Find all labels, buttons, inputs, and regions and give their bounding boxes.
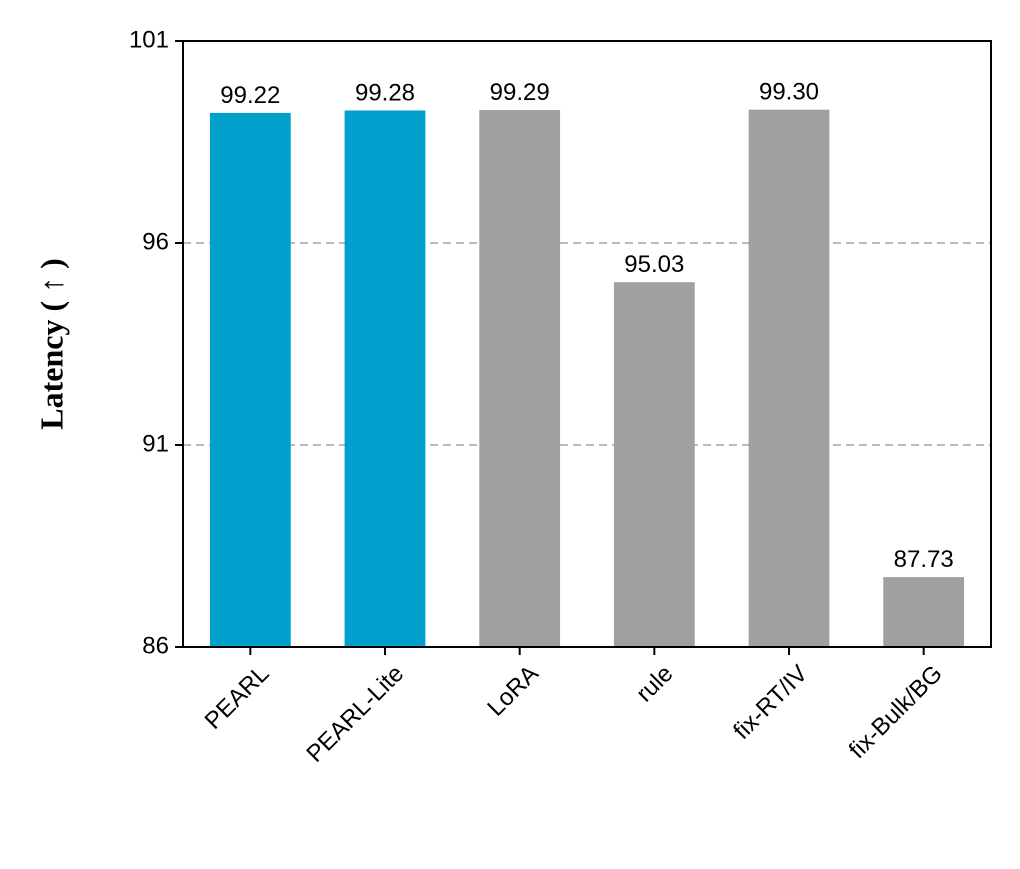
x-tick-label: fix-RT/IV bbox=[728, 660, 813, 745]
bar bbox=[209, 112, 291, 648]
x-tick-label: PEARL-Lite bbox=[301, 660, 409, 768]
bar bbox=[748, 109, 830, 648]
plot-frame bbox=[182, 40, 992, 648]
bar bbox=[883, 577, 965, 647]
value-label: 99.28 bbox=[355, 79, 415, 106]
x-tick-label: LoRA bbox=[482, 660, 544, 722]
bar bbox=[344, 110, 426, 648]
y-tick-label: 101 bbox=[129, 26, 169, 53]
x-tick-label: rule bbox=[631, 660, 678, 707]
value-label: 99.22 bbox=[220, 82, 280, 109]
value-label: 87.73 bbox=[894, 546, 954, 573]
bar bbox=[479, 110, 561, 648]
y-axis-label: Latency ( ↑ ) bbox=[33, 258, 69, 430]
x-tick-label: PEARL bbox=[200, 660, 275, 735]
value-label: 99.29 bbox=[490, 79, 550, 106]
x-tick-label: fix-Bulk/BG bbox=[844, 660, 948, 764]
y-tick-label: 91 bbox=[142, 430, 169, 457]
y-tick-label: 96 bbox=[142, 228, 169, 255]
value-label: 99.30 bbox=[759, 79, 819, 106]
bar bbox=[613, 282, 695, 647]
y-tick-label: 86 bbox=[142, 632, 169, 659]
value-label: 95.03 bbox=[624, 251, 684, 278]
